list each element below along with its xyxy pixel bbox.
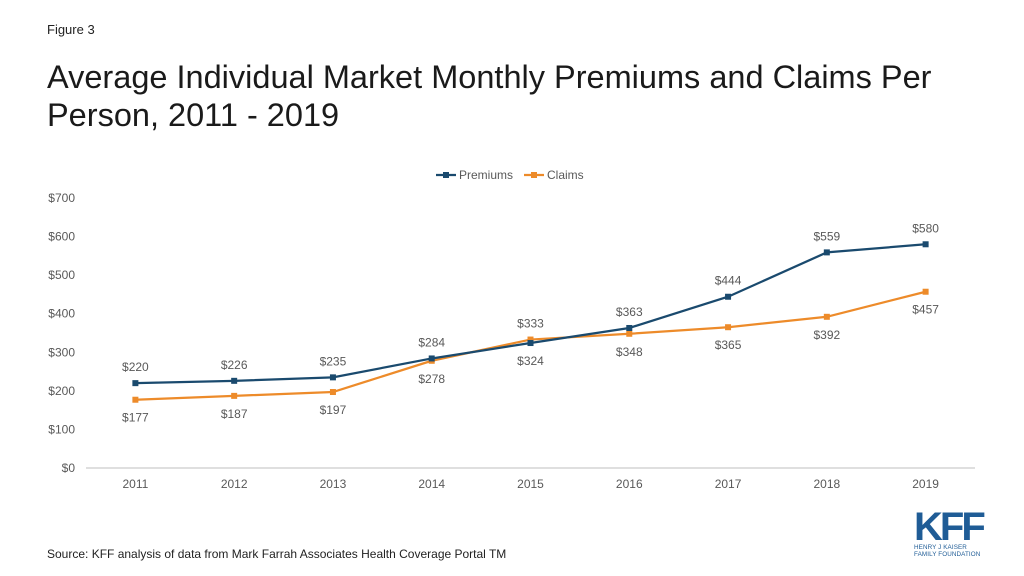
series-marker-claims	[231, 392, 238, 399]
x-tick-label: 2016	[616, 477, 643, 491]
data-label-claims: $177	[122, 411, 149, 425]
data-label-premiums: $235	[320, 354, 347, 368]
series-marker-claims	[626, 330, 633, 337]
data-label-premiums: $444	[715, 274, 742, 288]
data-label-premiums: $559	[813, 229, 840, 243]
data-label-premiums: $226	[221, 358, 248, 372]
data-label-claims: $365	[715, 338, 742, 352]
legend-label-premiums: Premiums	[459, 168, 513, 182]
series-marker-premiums	[231, 377, 238, 384]
legend-marker-premiums	[443, 172, 449, 178]
data-label-premiums: $363	[616, 305, 643, 319]
x-tick-label: 2019	[912, 477, 939, 491]
x-tick-label: 2018	[813, 477, 840, 491]
data-label-premiums: $324	[517, 354, 544, 368]
y-tick-label: $200	[48, 384, 75, 398]
y-tick-label: $300	[48, 345, 75, 359]
x-tick-label: 2013	[320, 477, 347, 491]
kff-logo-mark: KFF	[914, 505, 986, 549]
data-label-premiums: $220	[122, 360, 149, 374]
data-label-claims: $197	[320, 403, 347, 417]
figure-label: Figure 3	[47, 22, 95, 37]
series-marker-premiums	[823, 249, 830, 256]
series-marker-premiums	[922, 241, 929, 248]
x-tick-label: 2012	[221, 477, 248, 491]
kff-logo-line2: FAMILY FOUNDATION	[914, 551, 981, 558]
series-marker-claims	[823, 313, 830, 320]
x-tick-label: 2014	[418, 477, 445, 491]
data-label-claims: $278	[418, 372, 445, 386]
source-note: Source: KFF analysis of data from Mark F…	[47, 547, 507, 561]
kff-logo-line1: HENRY J KAISER	[914, 544, 967, 551]
legend-marker-claims	[531, 172, 537, 178]
chart-title: Average Individual Market Monthly Premiu…	[47, 59, 932, 133]
data-label-claims: $348	[616, 345, 643, 359]
y-tick-label: $700	[48, 191, 75, 205]
data-label-claims: $333	[517, 317, 544, 331]
y-tick-label: $600	[48, 230, 75, 244]
series-marker-claims	[922, 288, 929, 295]
y-tick-label: $0	[62, 461, 76, 475]
series-marker-claims	[527, 336, 534, 343]
series-marker-premiums	[626, 324, 633, 331]
y-tick-label: $400	[48, 307, 75, 321]
data-label-premiums: $284	[418, 335, 445, 349]
data-label-premiums: $580	[912, 221, 939, 235]
x-tick-label: 2011	[122, 477, 148, 491]
series-marker-claims	[329, 389, 336, 396]
x-tick-label: 2017	[715, 477, 742, 491]
series-marker-premiums	[527, 340, 534, 347]
legend-label-claims: Claims	[547, 168, 584, 182]
y-tick-label: $100	[48, 422, 75, 436]
series-marker-premiums	[329, 374, 336, 381]
data-label-claims: $187	[221, 407, 248, 421]
data-label-claims: $392	[813, 328, 840, 342]
kff-logo: KFF HENRY J KAISER FAMILY FOUNDATION	[914, 505, 994, 558]
data-label-claims: $457	[912, 303, 939, 317]
series-marker-claims	[725, 324, 732, 331]
series-marker-premiums	[428, 355, 435, 362]
series-marker-claims	[132, 396, 139, 403]
y-tick-label: $500	[48, 268, 75, 282]
series-marker-premiums	[725, 293, 732, 300]
series-marker-premiums	[132, 380, 139, 387]
x-tick-label: 2015	[517, 477, 544, 491]
